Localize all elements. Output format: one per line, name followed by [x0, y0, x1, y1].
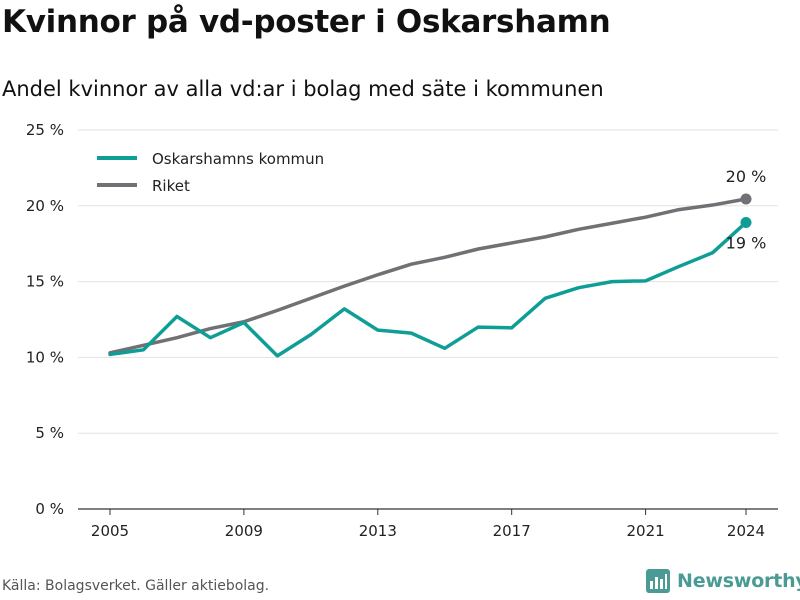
legend-label: Riket: [152, 177, 190, 195]
grid-lines: [78, 129, 778, 434]
x-tick-label: 2021: [626, 522, 664, 540]
data-label-kommun: 19 %: [726, 233, 767, 252]
x-tick-label: 2017: [493, 522, 531, 540]
y-tick-label: 10 %: [26, 348, 64, 366]
source-note: Källa: Bolagsverket. Gäller aktiebolag.: [2, 578, 270, 594]
series-line-riket: [108, 197, 748, 355]
data-label-riket: 20 %: [726, 167, 767, 186]
chart-title: Kvinnor på vd-poster i Oskarshamn: [2, 4, 611, 40]
series-lines: [108, 193, 752, 358]
y-tick-label: 0 %: [35, 500, 64, 518]
newsworthy-logo-icon: [646, 569, 670, 593]
y-tick-label: 20 %: [26, 197, 64, 215]
y-tick-label: 25 %: [26, 121, 64, 139]
series-line-kommun: [108, 220, 748, 358]
y-tick-label: 15 %: [26, 273, 64, 291]
line-chart: 0 % 5 % 10 % 15 % 20 % 25 % 2005 2009 2013 2017 20…: [26, 121, 778, 540]
x-tick-label: 2013: [359, 522, 397, 540]
series-end-point-riket: [740, 193, 752, 205]
brand-logo[interactable]: Newsworthy: [645, 568, 800, 594]
x-tick-label: 2005: [91, 522, 129, 540]
series-end-point-kommun: [740, 216, 752, 228]
axes: 0 % 5 % 10 % 15 % 20 % 25 % 2005 2009 2013 2017 20…: [26, 121, 778, 540]
brand-name: Newsworthy: [677, 570, 800, 592]
legend: Oskarshamns kommun Riket: [97, 150, 324, 195]
x-tick-label: 2009: [225, 522, 263, 540]
end-labels: 20 % 19 %: [726, 167, 767, 252]
y-tick-label: 5 %: [35, 424, 64, 442]
chart-subtitle: Andel kvinnor av alla vd:ar i bolag med …: [2, 77, 604, 101]
legend-label: Oskarshamns kommun: [152, 150, 324, 168]
x-tick-label: 2024: [727, 522, 765, 540]
